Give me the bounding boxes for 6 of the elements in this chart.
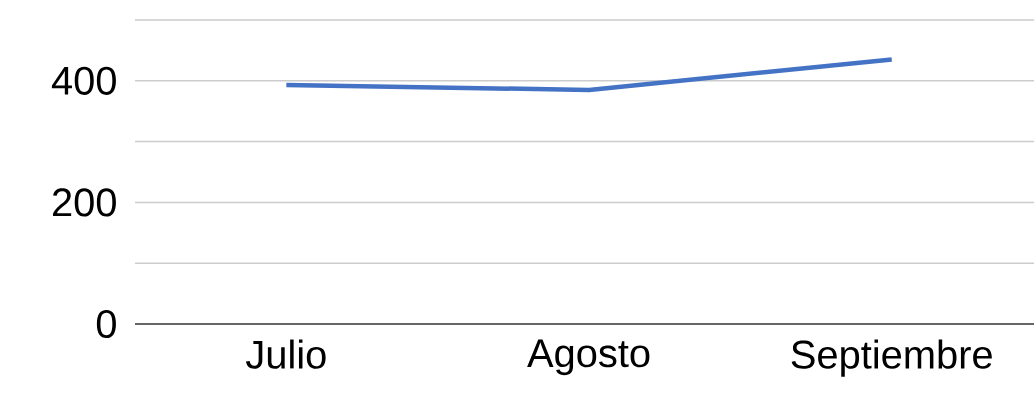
x-tick-label: Septiembre (791, 339, 992, 377)
y-tick-label: 0 (96, 309, 116, 339)
x-tick-label: Agosto (527, 339, 650, 376)
y-tick-label: 400 (51, 66, 116, 95)
y-tick-label: 200 (52, 188, 116, 217)
x-tick-label: Julio (245, 339, 326, 369)
